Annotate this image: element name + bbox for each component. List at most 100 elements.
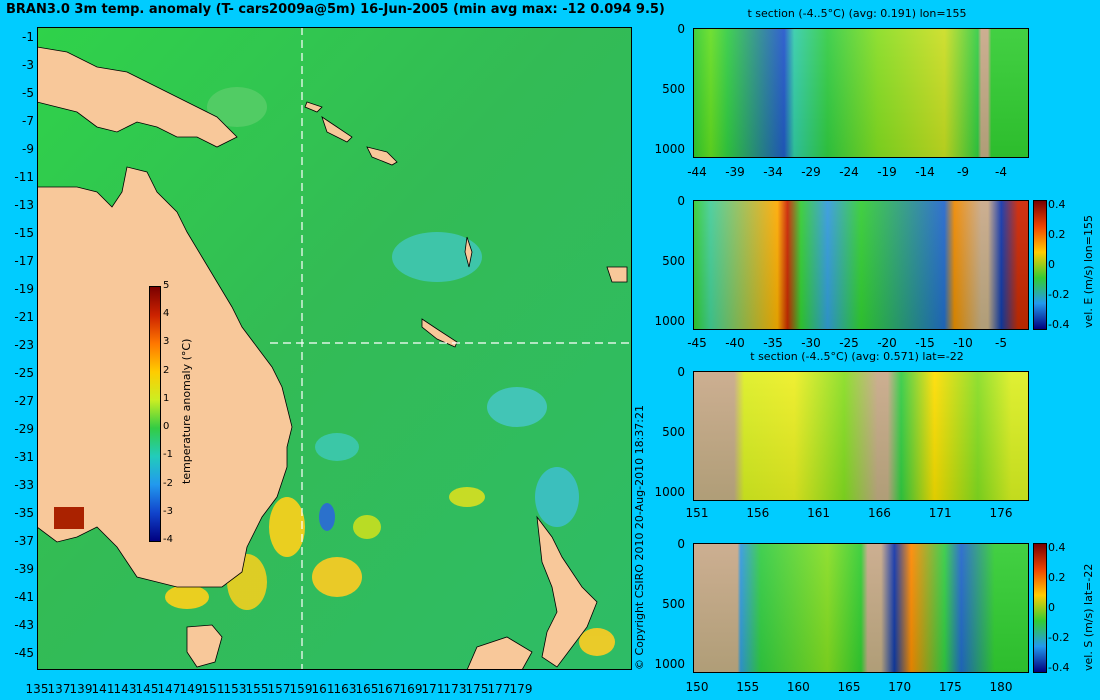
section-plot-e-lon[interactable] — [693, 200, 1029, 330]
lon-tick-label: 155 — [245, 682, 269, 696]
lon-tick-label: 145 — [135, 682, 159, 696]
lon-tick-label: 153 — [223, 682, 247, 696]
lat-tick-label: -13 — [14, 198, 34, 212]
depth-tick-label: 1000 — [654, 314, 685, 328]
x-tick-label: -9 — [957, 165, 969, 179]
new-caledonia-land — [421, 318, 458, 348]
lat-tick-label: -41 — [14, 590, 34, 604]
anomaly-map[interactable] — [37, 27, 632, 670]
colorbar-tick-label: 2 — [163, 364, 170, 376]
tasmania-land — [186, 624, 223, 668]
depth-tick-label: 0 — [677, 22, 685, 36]
lon-tick-label: 157 — [267, 682, 291, 696]
panel-title: t section (-4..5°C) (avg: 0.191) lon=155 — [747, 7, 967, 20]
lon-tick-label: 135 — [25, 682, 49, 696]
x-tick-label: -35 — [763, 336, 783, 350]
x-tick-label: 161 — [807, 506, 831, 520]
x-tick-label: 170 — [888, 680, 912, 694]
map-colorbar-label: temperature anomaly (°C) — [180, 338, 193, 484]
lon-tick-label: 173 — [443, 682, 467, 696]
x-tick-label: -10 — [953, 336, 973, 350]
depth-tick-label: 0 — [677, 365, 685, 379]
lat-tick-label: -23 — [14, 338, 34, 352]
new-zealand-land — [536, 515, 598, 668]
anomaly-blobs — [52, 87, 615, 656]
x-tick-label: -25 — [839, 336, 859, 350]
colorbar-tick-label: 4 — [163, 308, 170, 320]
colorbar-tick-label: -1 — [163, 449, 173, 461]
x-tick-label: 176 — [989, 506, 1013, 520]
x-tick-label: 156 — [746, 506, 770, 520]
x-tick-label: 175 — [938, 680, 962, 694]
lon-tick-label: 147 — [157, 682, 181, 696]
panel-colorbar-tick: 0 — [1048, 601, 1055, 614]
depth-shading — [694, 29, 1028, 157]
x-tick-label: 160 — [786, 680, 810, 694]
lat-tick-label: -5 — [22, 86, 34, 100]
lat-tick-label: -31 — [14, 450, 34, 464]
x-tick-label: 180 — [989, 680, 1013, 694]
lon-tick-label: 171 — [421, 682, 445, 696]
x-tick-label: -14 — [915, 165, 935, 179]
colorbar-tick-label: 5 — [163, 280, 170, 291]
x-tick-label: 165 — [837, 680, 861, 694]
lon-tick-label: 175 — [465, 682, 489, 696]
new-guinea-land — [37, 46, 238, 148]
depth-tick-label: 1000 — [654, 142, 685, 156]
x-tick-label: -5 — [995, 336, 1007, 350]
panel-colorbar-label: vel. S (m/s) lat=-22 — [1082, 563, 1095, 671]
map-colorbar — [149, 286, 161, 542]
lon-tick-label: 165 — [355, 682, 379, 696]
section-plot-t-lat[interactable] — [693, 371, 1029, 501]
lon-tick-label: 141 — [91, 682, 115, 696]
x-tick-label: -40 — [725, 336, 745, 350]
section-plot-s-lat[interactable] — [693, 543, 1029, 673]
colorbar-tick-label: 0 — [163, 421, 170, 433]
depth-tick-label: 500 — [662, 597, 685, 611]
lat-tick-label: -29 — [14, 422, 34, 436]
lat-tick-label: -43 — [14, 618, 34, 632]
depth-tick-label: 0 — [677, 537, 685, 551]
lon-tick-label: 179 — [509, 682, 533, 696]
colorbar-tick-label: -3 — [163, 505, 173, 517]
depth-shading — [694, 544, 1028, 672]
depth-tick-label: 500 — [662, 425, 685, 439]
lon-tick-label: 137 — [47, 682, 71, 696]
lat-tick-label: -35 — [14, 506, 34, 520]
x-tick-label: 171 — [928, 506, 952, 520]
x-tick-label: -19 — [877, 165, 897, 179]
lat-tick-label: -1 — [22, 30, 34, 44]
lon-tick-label: 149 — [179, 682, 203, 696]
lon-tick-label: 139 — [69, 682, 93, 696]
lat-tick-label: -11 — [14, 170, 34, 184]
lat-tick-label: -27 — [14, 394, 34, 408]
x-tick-label: -29 — [801, 165, 821, 179]
x-tick-label: 166 — [867, 506, 891, 520]
land-masses — [37, 46, 628, 670]
panel-colorbar-tick: -0.2 — [1048, 631, 1070, 644]
x-tick-label: -20 — [877, 336, 897, 350]
panel-colorbar-tick: 0.2 — [1048, 228, 1066, 241]
x-tick-label: -39 — [725, 165, 745, 179]
panel-colorbar-tick: -0.2 — [1048, 288, 1070, 301]
section-plot-t-lon[interactable] — [693, 28, 1029, 158]
colorbar-tick-label: -2 — [163, 477, 173, 489]
lat-tick-label: -33 — [14, 478, 34, 492]
page-title: BRAN3.0 3m temp. anomaly (T- cars2009a@5… — [6, 2, 665, 17]
x-tick-label: -34 — [763, 165, 783, 179]
panel-colorbar — [1033, 200, 1047, 330]
lon-tick-label: 143 — [113, 682, 137, 696]
lat-tick-label: -37 — [14, 534, 34, 548]
panel-colorbar-label: vel. E (m/s) lon=155 — [1082, 215, 1095, 328]
x-tick-label: -30 — [801, 336, 821, 350]
colorbar-tick-label: -4 — [163, 534, 173, 545]
panel-colorbar-tick: 0.4 — [1048, 198, 1066, 211]
lon-tick-label: 151 — [201, 682, 225, 696]
depth-tick-label: 1000 — [654, 485, 685, 499]
panel-colorbar-tick: 0 — [1048, 258, 1055, 271]
hotspot-patch — [54, 507, 84, 529]
lat-tick-label: -3 — [22, 58, 34, 72]
lat-tick-label: -39 — [14, 562, 34, 576]
depth-tick-label: 500 — [662, 82, 685, 96]
x-tick-label: -15 — [915, 336, 935, 350]
